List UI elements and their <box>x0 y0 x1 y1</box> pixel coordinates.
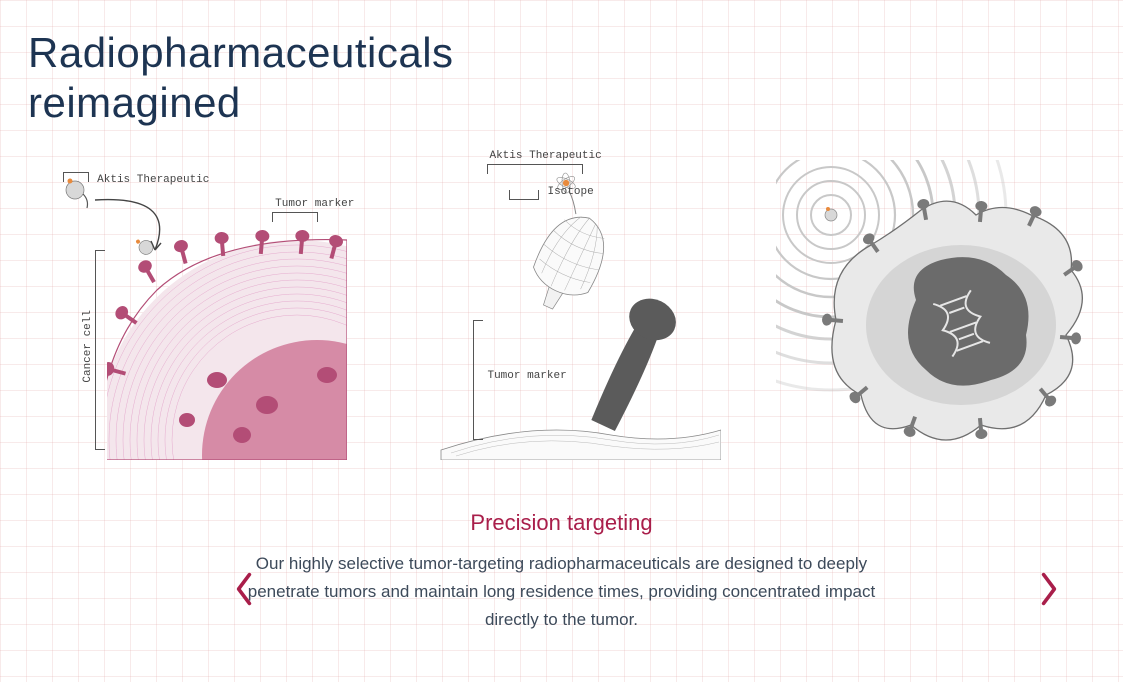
fig1-label-tumor-marker: Tumor marker <box>275 198 354 210</box>
page-title: Radiopharmaceuticals reimagined <box>28 28 454 127</box>
figure-cancer-cell: Aktis Therapeutic Tumor marker Cancer ce… <box>27 160 347 460</box>
fig2-label-therapeutic: Aktis Therapeutic <box>489 150 601 162</box>
title-line1: Radiopharmaceuticals <box>28 29 454 76</box>
chevron-right-icon <box>1038 571 1060 607</box>
fig1-label-therapeutic: Aktis Therapeutic <box>97 174 209 186</box>
caption-title: Precision targeting <box>0 510 1123 536</box>
prev-button[interactable] <box>220 565 268 613</box>
figure-binding-closeup: Aktis Therapeutic Isotope Tumor marker <box>401 160 721 460</box>
figure-radiating-cell <box>776 160 1096 460</box>
caption-block: Precision targeting Our highly selective… <box>0 510 1123 634</box>
fig1-label-cancer-cell: Cancer cell <box>82 310 94 383</box>
radiating-svg <box>776 160 1096 460</box>
fig2-label-isotope: Isotope <box>547 186 593 198</box>
binding-svg <box>401 160 721 460</box>
fig2-label-tumor-marker: Tumor marker <box>487 370 566 382</box>
title-line2: reimagined <box>28 79 241 126</box>
chevron-left-icon <box>233 571 255 607</box>
figures-row: Aktis Therapeutic Tumor marker Cancer ce… <box>0 150 1123 470</box>
caption-body: Our highly selective tumor-targeting rad… <box>242 550 882 634</box>
next-button[interactable] <box>1025 565 1073 613</box>
